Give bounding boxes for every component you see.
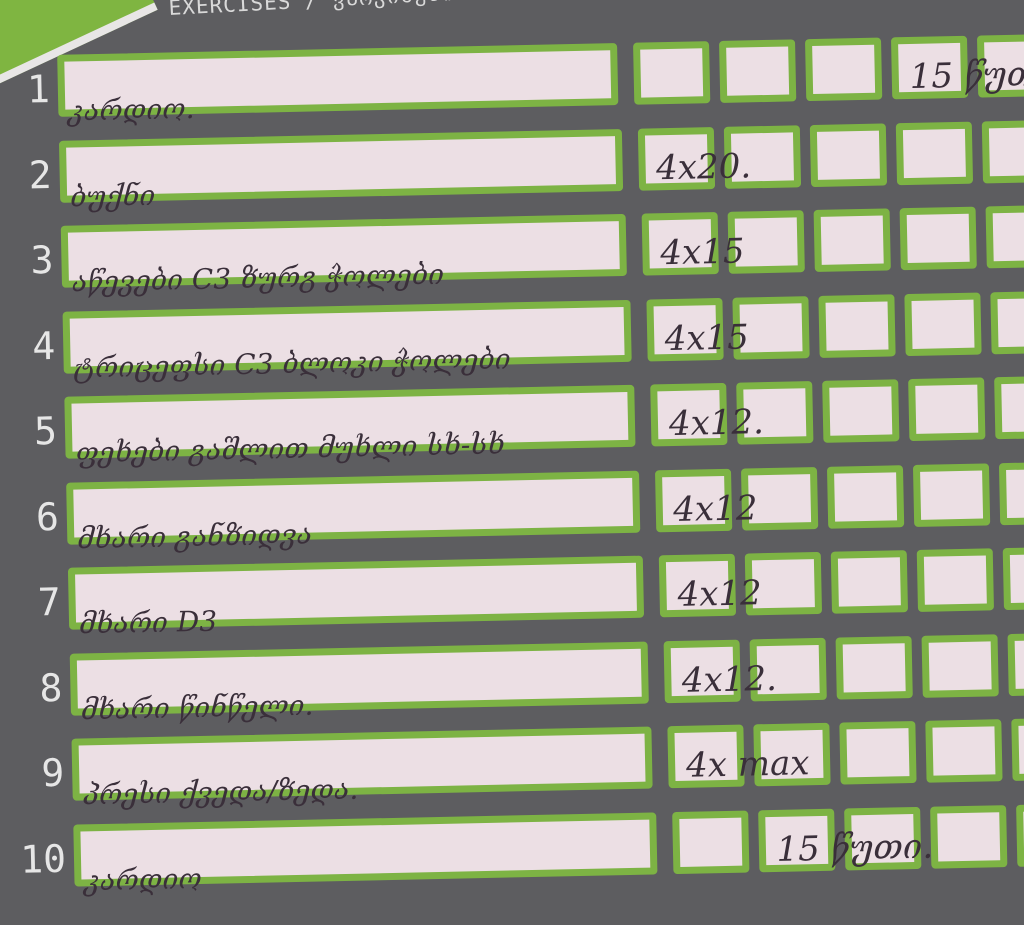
sets-handwriting: 15 წუთი. [776,826,934,870]
row-number: 9 [40,750,65,796]
set-cell[interactable] [912,462,990,527]
set-cell[interactable] [908,377,986,442]
set-cell[interactable] [633,41,711,105]
set-cell[interactable] [921,633,999,698]
sets-handwriting: 4x15 [660,231,745,274]
set-cell[interactable] [809,122,887,187]
set-cell[interactable] [671,810,749,874]
exercise-handwriting: კარდიო. [67,91,195,128]
row-number: 1 [26,66,51,112]
exercise-handwriting: მხარი წინწელი. [80,688,314,726]
set-cell[interactable] [895,121,973,185]
exercise-handwriting: აწევები C3 ზურგ ჭოლები [71,257,445,299]
sets-handwriting: 4x15 [664,316,750,359]
sets-handwriting: 4x12 [677,573,763,615]
set-cell[interactable] [1006,631,1024,696]
sets-handwriting: 15 წუთი [909,53,1024,97]
exercise-handwriting: მხარი D3 [78,604,218,641]
set-cell[interactable] [817,293,896,358]
row-number: 8 [39,665,63,710]
row-number: 10 [19,836,67,882]
set-cell[interactable] [1002,546,1024,611]
row-number: 2 [28,152,53,197]
sets-handwriting: 4x12. [681,658,778,701]
set-cell[interactable] [822,379,900,443]
set-cell[interactable] [998,461,1024,525]
sets-handwriting: 4x12 [672,487,758,530]
set-cell[interactable] [804,37,883,102]
row-number: 3 [30,237,54,283]
set-cell[interactable] [835,635,913,700]
set-cell[interactable] [929,804,1007,869]
set-cell[interactable] [826,464,904,529]
set-cell[interactable] [916,548,994,612]
set-cell[interactable] [839,720,917,785]
sets-handwriting: 4x20. [655,145,752,188]
set-cell[interactable] [903,292,982,356]
row-number: 5 [33,408,58,454]
exercise-handwriting: მხარი განზიდვა [76,517,313,555]
row-number: 6 [35,494,60,539]
exercise-handwriting: ბუქნი [69,178,156,214]
set-cell[interactable] [719,39,797,103]
set-cell[interactable] [830,550,909,614]
row-number: 7 [37,579,62,625]
set-cell[interactable] [1015,802,1024,867]
set-cell[interactable] [994,375,1024,440]
set-cell[interactable] [813,208,891,272]
set-cell[interactable] [989,290,1024,354]
row-number: 4 [31,323,56,368]
sets-handwriting: 4x max [685,743,810,786]
exercise-handwriting: კარდიო [84,861,203,897]
sets-handwriting: 4x12. [668,402,765,445]
set-cell[interactable] [985,204,1024,269]
set-cell[interactable] [925,719,1003,783]
exercise-handwriting: პრესი ქვედა/ზედა. [82,772,359,812]
set-cell[interactable] [1011,717,1024,781]
set-cell[interactable] [899,206,977,271]
set-cell[interactable] [981,119,1024,183]
